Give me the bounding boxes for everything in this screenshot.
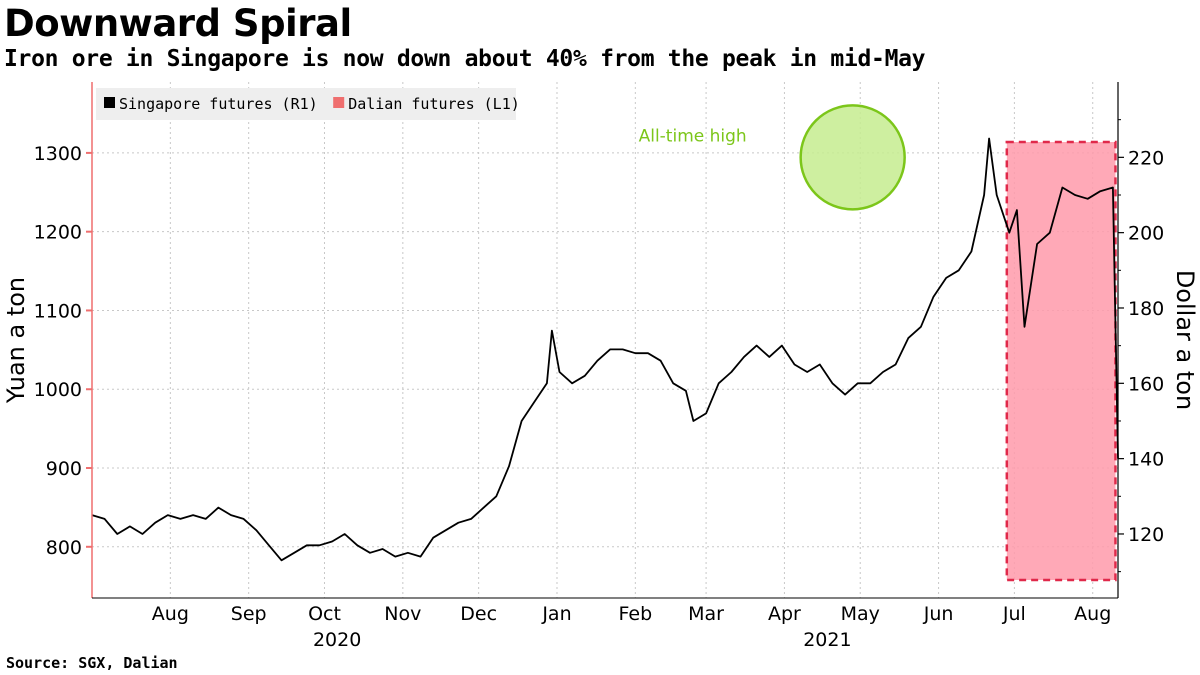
y-axis-left-title: Yuan a ton <box>2 277 30 404</box>
highlight-region <box>1005 140 1117 582</box>
legend-box <box>96 88 516 120</box>
x-tick-label: Mar <box>688 603 724 625</box>
x-tick-label: Jan <box>541 603 571 625</box>
chart-title: Downward Spiral <box>4 2 352 45</box>
y-left-tick-label: 1000 <box>34 379 82 401</box>
y-left-tick-label: 1200 <box>34 222 82 244</box>
legend-label: Dalian futures (L1) <box>348 95 520 113</box>
x-tick-label: Jul <box>1002 603 1026 625</box>
y-left-tick-label: 1100 <box>34 300 82 322</box>
y-right-tick-label: 140 <box>1128 449 1164 471</box>
y-left-tick-label: 1300 <box>34 143 82 165</box>
x-year-label: 2021 <box>803 629 851 651</box>
x-tick-label: Feb <box>619 603 653 625</box>
all-time-high-circle <box>799 104 906 211</box>
x-tick-label: Jun <box>923 603 954 625</box>
x-tick-label: Nov <box>384 603 421 625</box>
y-axis-right-title: Dollar a ton <box>1171 270 1199 410</box>
all-time-high-circle-shape <box>799 104 906 211</box>
y-right-tick-label: 180 <box>1128 298 1164 320</box>
legend: Singapore futures (R1) Dalian futures (L1… <box>96 88 520 120</box>
y-left-tick-label: 900 <box>46 458 82 480</box>
chart-subtitle: Iron ore in Singapore is now down about … <box>4 46 926 72</box>
x-tick-label: May <box>841 603 880 625</box>
x-tick-label: Dec <box>460 603 497 625</box>
source-note: Source: SGX, Dalian <box>6 654 178 672</box>
y-left-tick-label: 800 <box>46 537 82 559</box>
highlight-rect <box>1005 140 1117 582</box>
x-tick-label: Sep <box>231 603 267 625</box>
axes: 800 900 1000 1100 1200 1300 Aug Sep Oct Nov Dec Jan… <box>34 82 1164 651</box>
legend-swatch <box>333 97 345 108</box>
legend-label: Singapore futures (R1) <box>119 95 318 113</box>
y-right-tick-label: 160 <box>1128 373 1164 395</box>
singapore-series <box>91 137 1119 562</box>
legend-swatch <box>104 97 115 108</box>
x-tick-label: Aug <box>152 603 189 625</box>
x-year-label: 2020 <box>313 629 361 651</box>
y-right-tick-label: 220 <box>1128 147 1164 169</box>
x-tick-label: Oct <box>308 603 341 625</box>
x-tick-label: Apr <box>768 603 801 625</box>
y-right-tick-label: 120 <box>1128 524 1164 546</box>
singapore-futures-line <box>91 137 1119 562</box>
y-right-tick-label: 200 <box>1128 223 1164 245</box>
annotation-all-time-high: All-time high <box>639 126 747 146</box>
x-tick-label: Aug <box>1074 603 1111 625</box>
